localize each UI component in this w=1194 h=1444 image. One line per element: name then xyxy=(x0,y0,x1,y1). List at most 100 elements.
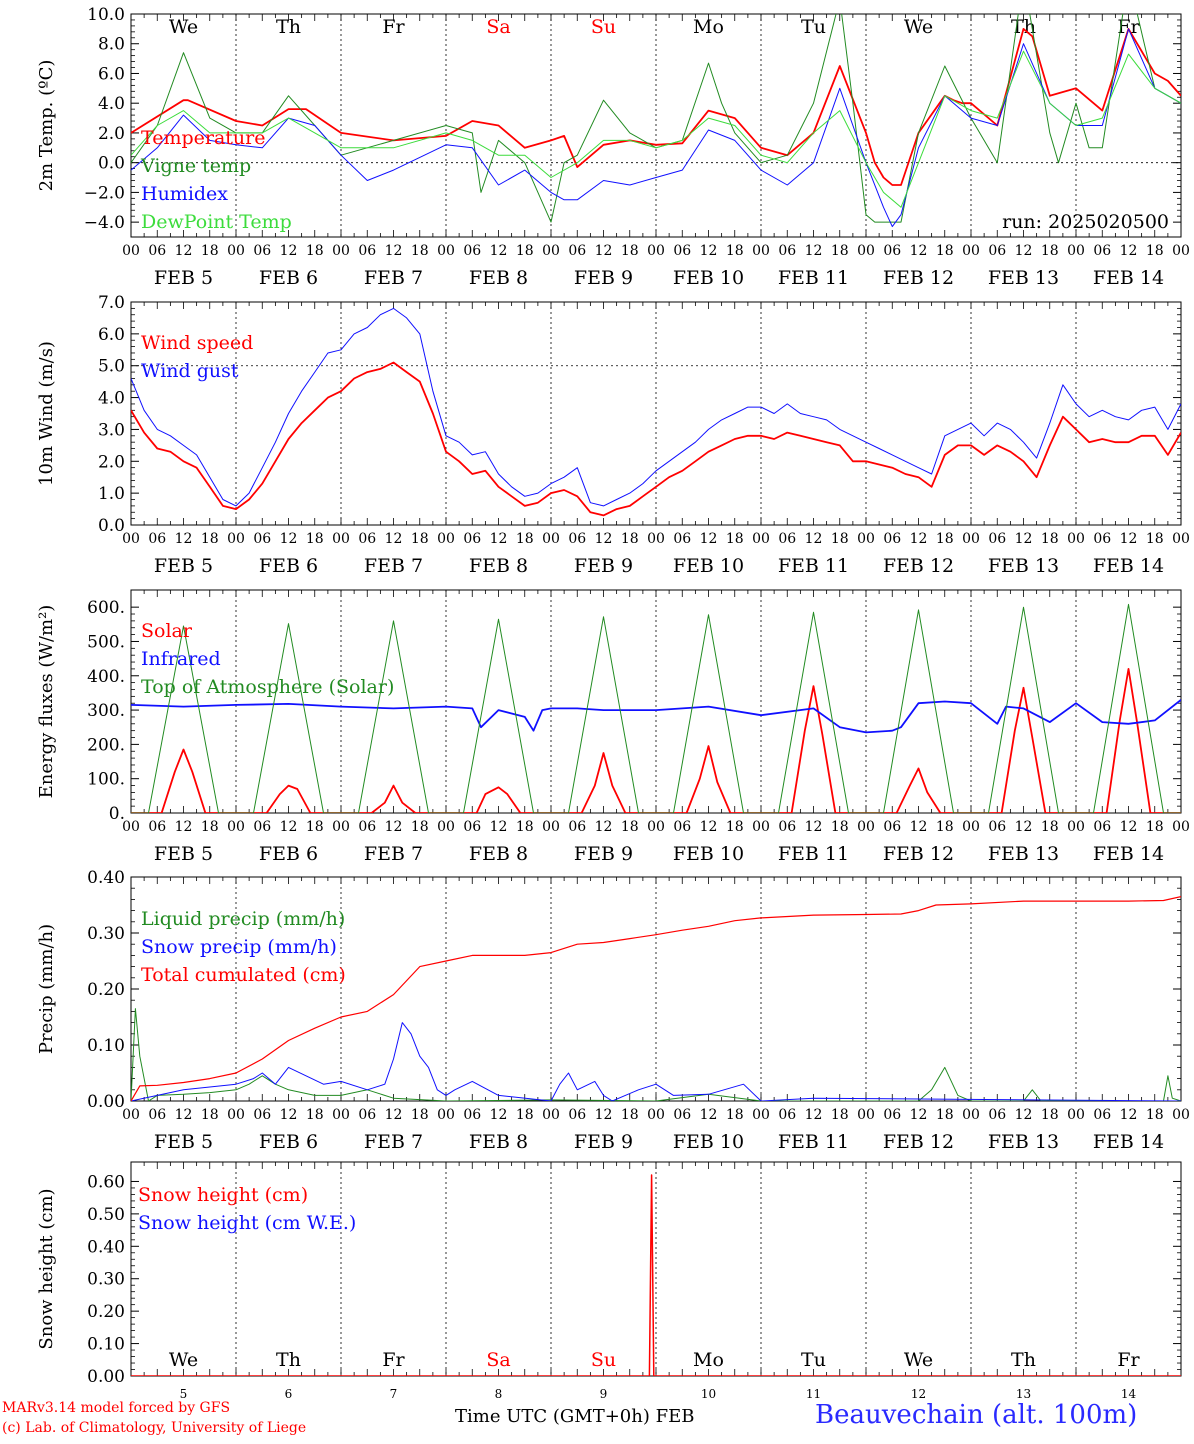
temp-hour-label: 00 xyxy=(857,243,875,259)
snow-weekday-label: Mo xyxy=(693,1349,724,1371)
snow-day-number: 5 xyxy=(180,1387,188,1401)
energy-hour-label: 18 xyxy=(726,819,744,835)
temp-hour-label: 18 xyxy=(201,243,219,259)
precip-hour-label: 12 xyxy=(385,1107,403,1123)
temp-legend-1: Vigne temp xyxy=(140,155,251,177)
temp-weekday-label: Th xyxy=(276,16,301,38)
snow-ytick-label: 0.40 xyxy=(87,1237,125,1257)
precip-hour-label: 06 xyxy=(148,1107,166,1123)
energy-panel: 0. 100. 200. 300. 400. 500. 600. Energy fluxes … xyxy=(36,589,1190,865)
energy-hour-label: 18 xyxy=(516,819,534,835)
precip-hour-label: 00 xyxy=(752,1107,770,1123)
precip-hour-label: 18 xyxy=(1041,1107,1059,1123)
temp-ytick-label: 4.0 xyxy=(98,94,125,114)
snow-day-number: 9 xyxy=(600,1387,608,1401)
precip-hour-label: 06 xyxy=(883,1107,901,1123)
precip-hour-label: 06 xyxy=(253,1107,271,1123)
precip-hour-label: 00 xyxy=(962,1107,980,1123)
energy-day-label: FEB 6 xyxy=(259,843,318,865)
precip-hour-label: 06 xyxy=(568,1107,586,1123)
temp-weekday-label: Sa xyxy=(486,16,510,38)
temp-hour-label: 12 xyxy=(1015,243,1033,259)
energy-hour-label: 00 xyxy=(122,819,140,835)
energy-day-label: FEB 9 xyxy=(574,843,633,865)
wind-day-label: FEB 12 xyxy=(883,555,954,577)
temp-hour-label: 12 xyxy=(1120,243,1138,259)
precip-hour-label: 18 xyxy=(201,1107,219,1123)
energy-hour-label: 12 xyxy=(1015,819,1033,835)
wind-ytick-label: 4.0 xyxy=(98,389,125,409)
snow-weekday-label: We xyxy=(169,1349,198,1371)
precip-hour-label: 12 xyxy=(1120,1107,1138,1123)
temp-weekday-label: Tu xyxy=(801,16,826,38)
precip-hour-label: 00 xyxy=(857,1107,875,1123)
temp-hour-label: 00 xyxy=(962,243,980,259)
station-name: Beauvechain (alt. 100m) xyxy=(815,1400,1138,1430)
wind-hour-label: 06 xyxy=(883,531,901,547)
precip-series-1 xyxy=(131,1022,1181,1101)
energy-hour-label: 00 xyxy=(227,819,245,835)
energy-hour-label: 06 xyxy=(463,819,481,835)
snow-ytick-label: 0.60 xyxy=(87,1172,125,1192)
temp-series-2 xyxy=(131,28,1181,228)
precip-hour-label: 18 xyxy=(516,1107,534,1123)
wind-series-1 xyxy=(131,307,1181,507)
temp-hour-label: 06 xyxy=(253,243,271,259)
energy-hour-label: 18 xyxy=(831,819,849,835)
wind-hour-label: 06 xyxy=(358,531,376,547)
temp-series-0 xyxy=(131,27,1181,186)
wind-panel: 0.0 1.0 2.0 3.0 4.0 5.0 6.0 7.0 10m Wind (m/s) 00… xyxy=(36,293,1190,577)
wind-hour-label: 06 xyxy=(568,531,586,547)
precip-hour-label: 06 xyxy=(988,1107,1006,1123)
precip-hour-label: 18 xyxy=(831,1107,849,1123)
temp-hour-label: 18 xyxy=(936,243,954,259)
snow-weekday-label: Th xyxy=(1011,1349,1036,1371)
precip-hour-label: 18 xyxy=(936,1107,954,1123)
wind-day-label: FEB 7 xyxy=(364,555,423,577)
energy-hour-label: 18 xyxy=(201,819,219,835)
temp-panel: −4.0 −2.0 0.0 2.0 4.0 6.0 8.0 10.0 2m Temp. (ºC)… xyxy=(36,5,1190,289)
temp-weekday-label: Fr xyxy=(382,16,405,38)
temp-hour-label: 00 xyxy=(227,243,245,259)
snow-weekday-label: Th xyxy=(276,1349,301,1371)
wind-hour-label: 06 xyxy=(673,531,691,547)
wind-hour-label: 00 xyxy=(857,531,875,547)
temp-day-label: FEB 13 xyxy=(988,267,1059,289)
wind-ytick-label: 6.0 xyxy=(98,325,125,345)
wind-hour-label: 06 xyxy=(778,531,796,547)
precip-series-2 xyxy=(131,896,1181,1101)
wind-hour-label: 12 xyxy=(1015,531,1033,547)
wind-hour-label: 18 xyxy=(831,531,849,547)
time-axis-label: Time UTC (GMT+0h) FEB xyxy=(455,1406,695,1427)
wind-hour-label: 18 xyxy=(411,531,429,547)
precip-ytick-label: 0.30 xyxy=(87,924,125,944)
precip-ytick-label: 0.20 xyxy=(87,980,125,1000)
precip-hour-label: 12 xyxy=(490,1107,508,1123)
temp-legend-2: Humidex xyxy=(141,183,228,205)
temp-ytick-label: 10.0 xyxy=(87,5,125,25)
wind-hour-label: 00 xyxy=(962,531,980,547)
precip-panel: 0.00 0.10 0.20 0.30 0.40 Precip (mm/h) 00 06 12 1… xyxy=(36,868,1190,1153)
temp-weekday-label: Su xyxy=(591,16,616,38)
temp-day-label: FEB 6 xyxy=(259,267,318,289)
energy-series-0 xyxy=(131,668,1181,813)
model-credit: MARv3.14 model forced by GFS xyxy=(2,1400,231,1416)
energy-hour-label: 06 xyxy=(673,819,691,835)
snow-legend-1: Snow height (cm W.E.) xyxy=(138,1212,356,1234)
precip-day-label: FEB 13 xyxy=(988,1131,1059,1153)
temp-hour-label: 06 xyxy=(358,243,376,259)
wind-ytick-label: 0.0 xyxy=(98,516,125,536)
precip-hour-label: 18 xyxy=(411,1107,429,1123)
energy-hour-label: 00 xyxy=(647,819,665,835)
temp-hour-label: 12 xyxy=(805,243,823,259)
wind-hour-label: 06 xyxy=(1093,531,1111,547)
precip-day-label: FEB 7 xyxy=(364,1131,423,1153)
temp-hour-label: 06 xyxy=(673,243,691,259)
energy-series-1 xyxy=(131,699,1181,734)
precip-ylabel: Precip (mm/h) xyxy=(36,924,57,1054)
temp-ytick-label: 2.0 xyxy=(98,124,125,144)
snow-ytick-label: 0.10 xyxy=(87,1335,125,1355)
wind-hour-label: 12 xyxy=(910,531,928,547)
wind-hour-label: 18 xyxy=(1041,531,1059,547)
